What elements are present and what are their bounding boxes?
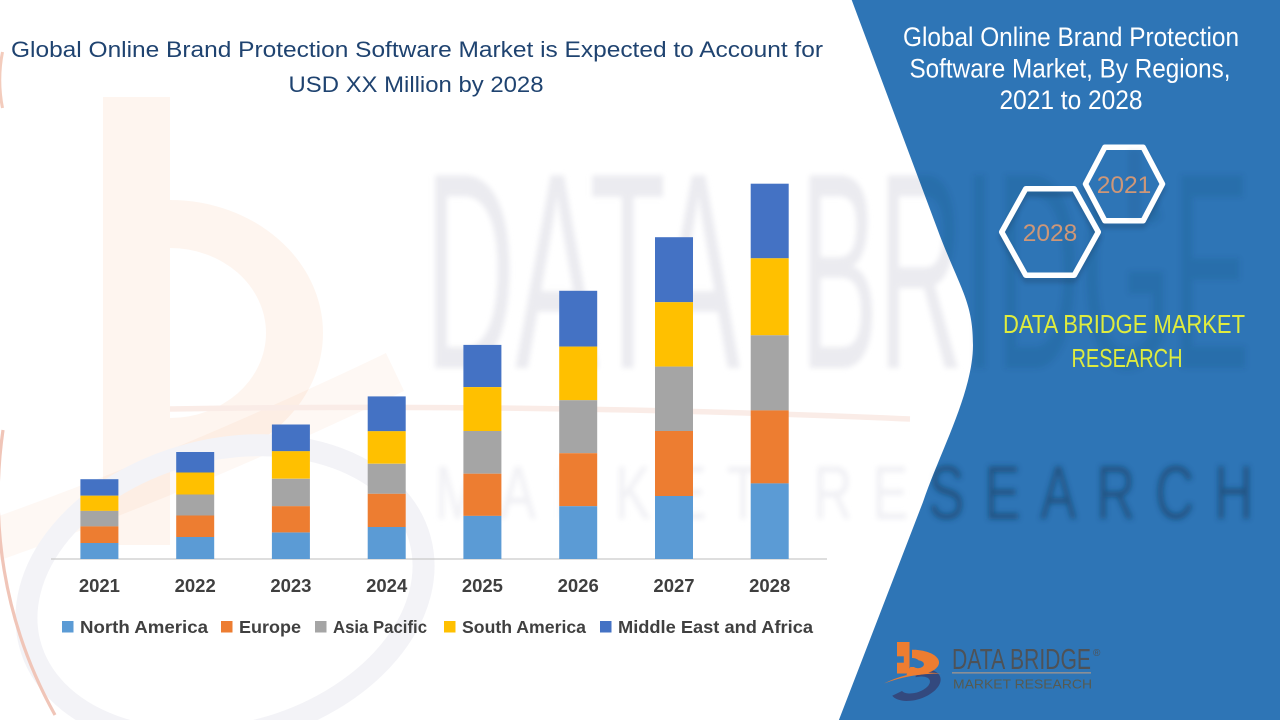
svg-text:2021 to 2028: 2021 to 2028 <box>1000 85 1143 115</box>
svg-text:Europe: Europe <box>239 617 301 637</box>
svg-text:2025: 2025 <box>462 575 503 596</box>
svg-text:2022: 2022 <box>175 575 216 596</box>
svg-text:Global Online Brand Protection: Global Online Brand Protection Software … <box>11 37 823 62</box>
svg-text:2028: 2028 <box>749 575 790 596</box>
svg-text:2027: 2027 <box>653 575 694 596</box>
svg-text:2028: 2028 <box>1023 220 1078 247</box>
svg-text:2026: 2026 <box>558 575 599 596</box>
svg-text:DATA BRIDGE: DATA BRIDGE <box>952 644 1091 676</box>
svg-text:Global Online Brand Protection: Global Online Brand Protection <box>903 22 1239 52</box>
svg-text:2023: 2023 <box>270 575 311 596</box>
svg-text:2021: 2021 <box>79 575 120 596</box>
svg-text:Middle East and Africa: Middle East and Africa <box>618 617 813 637</box>
svg-text:MARKET RESEARCH: MARKET RESEARCH <box>953 678 1092 692</box>
svg-text:USD XX Million by 2028: USD XX Million by 2028 <box>289 72 544 97</box>
svg-text:2021: 2021 <box>1097 172 1152 199</box>
svg-text:DATA BRIDGE MARKET: DATA BRIDGE MARKET <box>1003 309 1245 339</box>
svg-text:North America: North America <box>80 617 208 637</box>
svg-text:Software Market, By Regions,: Software Market, By Regions, <box>910 54 1231 84</box>
svg-text:Asia Pacific: Asia Pacific <box>333 617 427 637</box>
svg-text:2024: 2024 <box>366 575 408 596</box>
svg-text:RESEARCH: RESEARCH <box>1072 343 1183 373</box>
svg-text:South America: South America <box>462 617 586 637</box>
svg-text:®: ® <box>1093 648 1101 659</box>
